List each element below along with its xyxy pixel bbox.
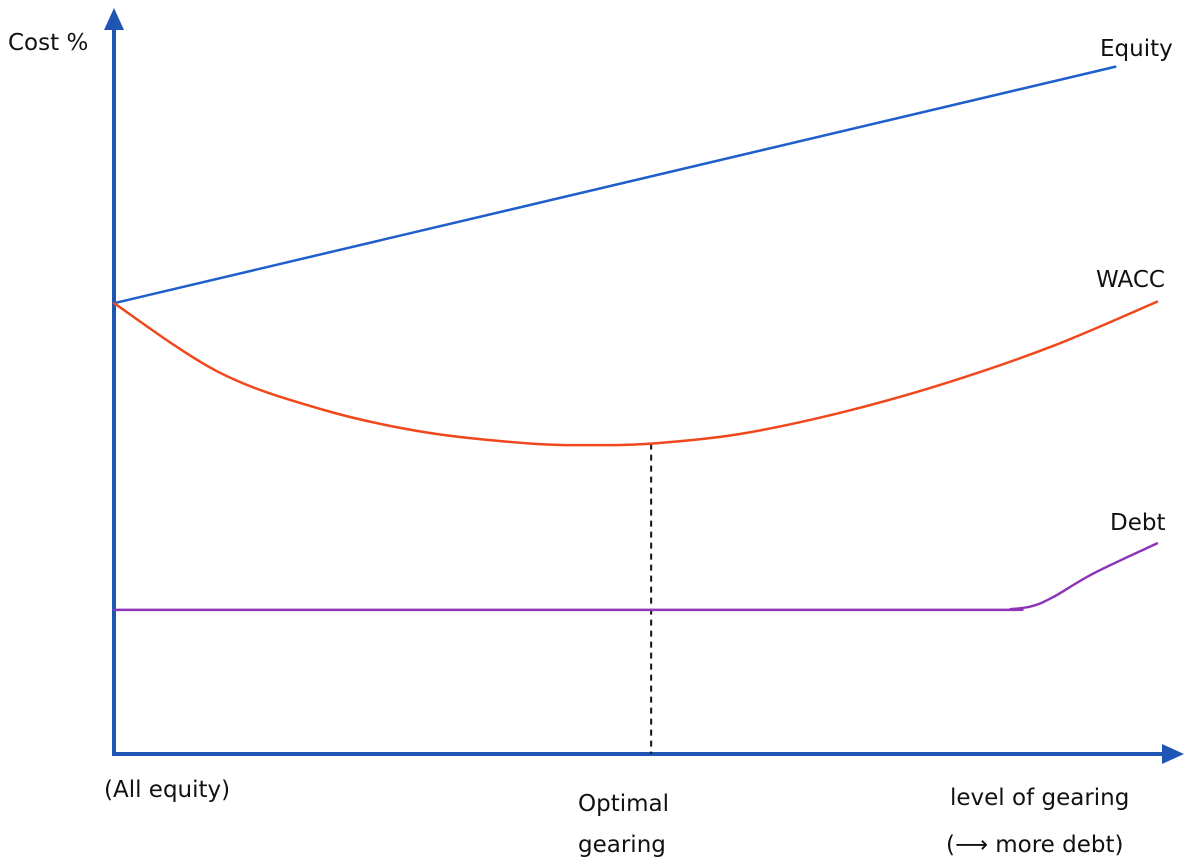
y-axis-arrow-icon [104, 8, 124, 30]
x-start-label: (All equity) [104, 777, 230, 803]
series-label-wacc: WACC [1096, 267, 1165, 293]
axes [104, 8, 1184, 764]
series-line-equity [112, 65, 1117, 305]
series-line-debt [112, 542, 1159, 612]
series-line-wacc [112, 300, 1159, 447]
optimal-gearing-label-line1: Optimal [578, 791, 669, 817]
y-axis-label: Cost % [8, 30, 88, 56]
series-layer [112, 65, 1159, 612]
optimal-gearing-label-line2: gearing [578, 832, 666, 858]
x-axis-note: (⟶ more debt) [946, 832, 1124, 858]
series-label-equity: Equity [1100, 36, 1173, 62]
x-axis-arrow-icon [1162, 744, 1184, 764]
x-axis-label: level of gearing [950, 785, 1129, 811]
series-label-debt: Debt [1110, 510, 1165, 536]
